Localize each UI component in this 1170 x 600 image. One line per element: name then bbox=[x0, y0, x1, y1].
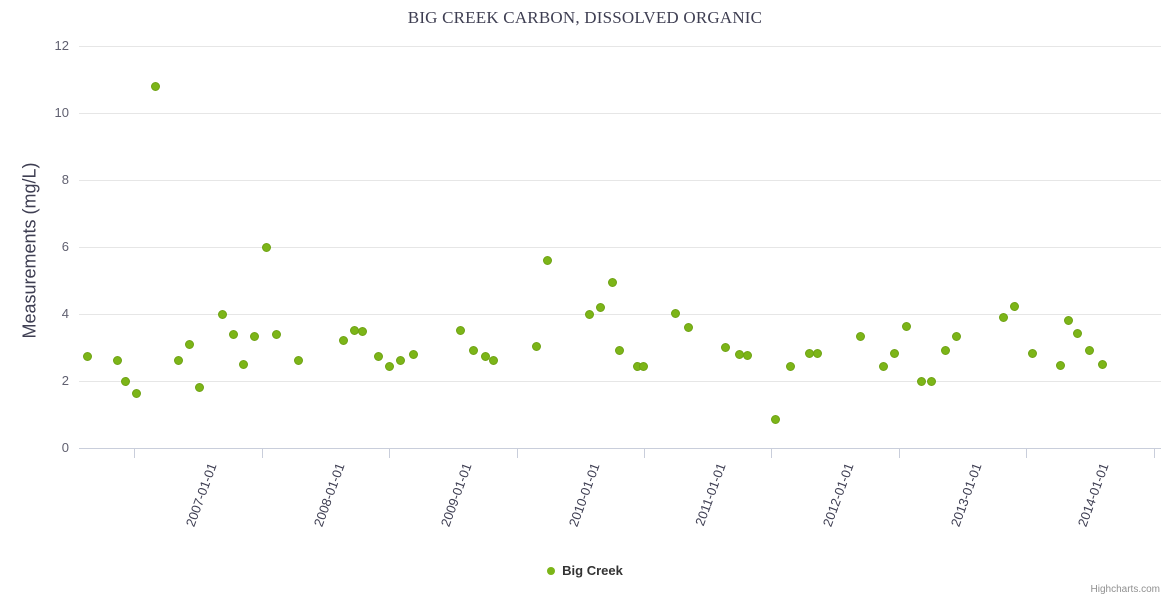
data-point[interactable] bbox=[357, 327, 367, 337]
data-point[interactable] bbox=[489, 356, 499, 366]
data-point[interactable] bbox=[1055, 361, 1065, 371]
data-point[interactable] bbox=[408, 349, 418, 359]
data-point[interactable] bbox=[596, 302, 606, 312]
data-point[interactable] bbox=[951, 332, 961, 342]
data-point[interactable] bbox=[396, 355, 406, 365]
x-tick-label: 2009-01-01 bbox=[437, 461, 475, 529]
data-point[interactable] bbox=[468, 346, 478, 356]
data-point[interactable] bbox=[239, 359, 249, 369]
data-point[interactable] bbox=[184, 339, 194, 349]
y-gridline bbox=[79, 314, 1161, 315]
data-point[interactable] bbox=[1027, 349, 1037, 359]
data-point[interactable] bbox=[1098, 359, 1108, 369]
y-tick-label: 10 bbox=[54, 105, 69, 120]
x-tick-mark bbox=[898, 449, 900, 458]
x-tick-mark bbox=[261, 449, 263, 458]
data-point[interactable] bbox=[584, 309, 594, 319]
data-point[interactable] bbox=[272, 329, 282, 339]
data-point[interactable] bbox=[249, 332, 259, 342]
data-point[interactable] bbox=[132, 388, 142, 398]
x-tick-label: 2012-01-01 bbox=[820, 461, 857, 529]
data-point[interactable] bbox=[890, 349, 900, 359]
data-point[interactable] bbox=[878, 362, 888, 372]
chart-legend[interactable]: Big Creek bbox=[0, 562, 1170, 578]
data-point[interactable] bbox=[1085, 346, 1095, 356]
x-tick-label: 2008-01-01 bbox=[310, 461, 348, 529]
y-gridline bbox=[79, 46, 1161, 47]
x-tick-mark bbox=[1153, 449, 1155, 458]
x-tick-mark bbox=[1026, 449, 1028, 458]
y-gridline bbox=[79, 113, 1161, 114]
y-tick-label: 6 bbox=[61, 239, 69, 254]
x-tick-label: 2011-01-01 bbox=[692, 461, 729, 528]
x-tick-mark bbox=[643, 449, 645, 458]
data-point[interactable] bbox=[998, 312, 1008, 322]
x-tick-mark bbox=[134, 449, 136, 458]
data-point[interactable] bbox=[639, 362, 649, 372]
legend-item-label[interactable]: Big Creek bbox=[562, 563, 623, 579]
y-tick-label: 4 bbox=[61, 306, 69, 321]
data-point[interactable] bbox=[384, 362, 394, 372]
data-point[interactable] bbox=[120, 376, 130, 386]
x-tick-mark bbox=[516, 449, 518, 458]
data-point[interactable] bbox=[917, 376, 927, 386]
legend-dot-icon bbox=[547, 566, 556, 575]
x-tick-label: 2010-01-01 bbox=[565, 461, 603, 529]
data-point[interactable] bbox=[785, 362, 795, 372]
data-point[interactable] bbox=[542, 255, 552, 265]
data-point[interactable] bbox=[294, 356, 304, 366]
data-point[interactable] bbox=[194, 382, 204, 392]
data-point[interactable] bbox=[82, 352, 92, 362]
data-point[interactable] bbox=[151, 81, 161, 91]
chart-title: BIG CREEK CARBON, DISSOLVED ORGANIC bbox=[407, 8, 763, 27]
data-point[interactable] bbox=[1010, 302, 1020, 312]
x-tick-label: 2013-01-01 bbox=[947, 461, 985, 529]
data-point[interactable] bbox=[174, 356, 184, 366]
data-point[interactable] bbox=[720, 343, 730, 352]
credits-label[interactable]: Highcharts.com bbox=[1090, 584, 1160, 595]
data-point[interactable] bbox=[607, 278, 617, 288]
data-point[interactable] bbox=[217, 309, 227, 319]
data-point[interactable] bbox=[683, 322, 693, 332]
data-point[interactable] bbox=[229, 329, 239, 339]
x-axis-line bbox=[79, 448, 1161, 449]
data-point[interactable] bbox=[455, 326, 465, 336]
data-point[interactable] bbox=[615, 346, 625, 356]
x-tick-mark bbox=[389, 449, 391, 458]
data-point[interactable] bbox=[901, 322, 911, 332]
x-tick-label: 2007-01-01 bbox=[183, 461, 220, 529]
data-point[interactable] bbox=[113, 356, 123, 366]
x-tick-label: 2014-01-01 bbox=[1074, 461, 1112, 529]
data-point[interactable] bbox=[262, 242, 272, 252]
data-point[interactable] bbox=[1072, 328, 1082, 338]
data-point[interactable] bbox=[374, 352, 384, 362]
data-point[interactable] bbox=[770, 415, 780, 425]
plot-area bbox=[79, 46, 1161, 449]
y-gridline bbox=[79, 381, 1161, 382]
data-point[interactable] bbox=[671, 308, 681, 318]
data-point[interactable] bbox=[941, 346, 951, 356]
data-point[interactable] bbox=[338, 336, 348, 346]
y-tick-label: 2 bbox=[61, 373, 69, 388]
data-point[interactable] bbox=[742, 351, 752, 361]
y-tick-label: 8 bbox=[61, 172, 69, 187]
data-point[interactable] bbox=[812, 349, 822, 359]
y-gridline bbox=[79, 247, 1161, 248]
y-tick-label: 12 bbox=[54, 38, 69, 53]
x-tick-mark bbox=[771, 449, 773, 458]
data-point[interactable] bbox=[927, 376, 937, 386]
data-point[interactable] bbox=[532, 342, 542, 352]
data-point[interactable] bbox=[855, 332, 865, 342]
y-tick-label: 0 bbox=[61, 440, 69, 455]
y-gridline bbox=[79, 180, 1161, 181]
data-point[interactable] bbox=[1063, 316, 1073, 326]
